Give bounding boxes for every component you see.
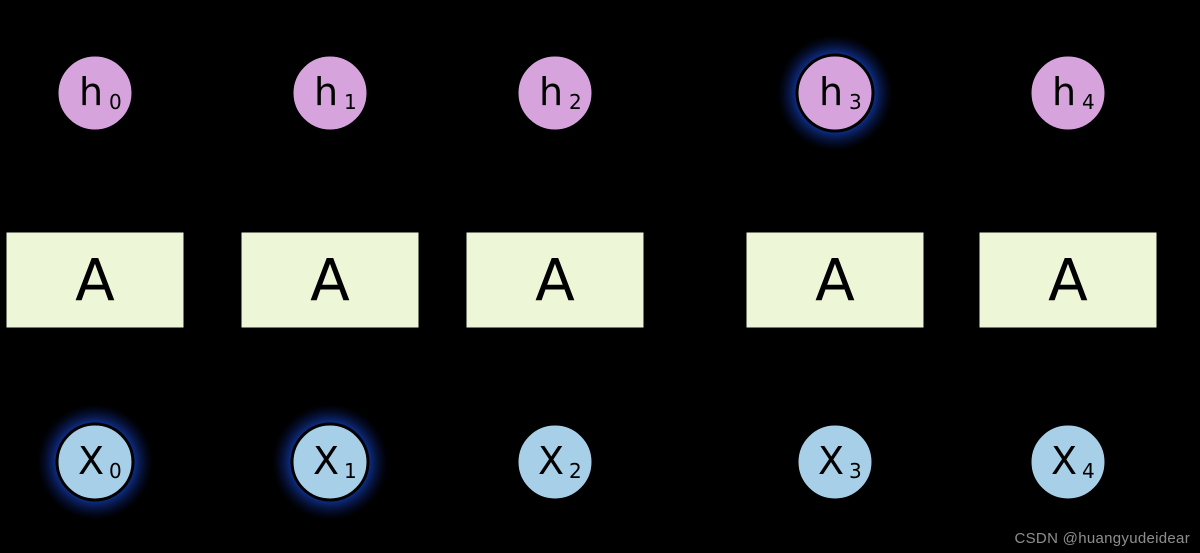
cell-box-label-0: A xyxy=(75,246,115,314)
svg-text:h: h xyxy=(1052,70,1076,114)
cell-box-label-3: A xyxy=(815,246,855,314)
svg-text:4: 4 xyxy=(1082,90,1095,114)
svg-text:h: h xyxy=(539,70,563,114)
svg-text:X: X xyxy=(78,439,104,483)
cell-box-label-1: A xyxy=(310,246,350,314)
cell-box-label-2: A xyxy=(535,246,575,314)
svg-text:0: 0 xyxy=(109,459,122,483)
svg-text:2: 2 xyxy=(569,459,582,483)
svg-text:0: 0 xyxy=(109,90,122,114)
cell-box-label-4: A xyxy=(1048,246,1088,314)
svg-text:3: 3 xyxy=(849,459,862,483)
svg-text:X: X xyxy=(818,439,844,483)
svg-text:h: h xyxy=(819,70,843,114)
svg-text:h: h xyxy=(79,70,103,114)
svg-text:1: 1 xyxy=(344,90,357,114)
svg-text:h: h xyxy=(314,70,338,114)
rnn-unrolled-diagram: Ah0X0Ah1X1Ah2X2Ah3X3Ah4X4 xyxy=(0,0,1200,553)
svg-text:X: X xyxy=(538,439,564,483)
svg-text:3: 3 xyxy=(849,90,862,114)
svg-text:1: 1 xyxy=(344,459,357,483)
svg-text:2: 2 xyxy=(569,90,582,114)
svg-text:X: X xyxy=(313,439,339,483)
svg-text:4: 4 xyxy=(1082,459,1095,483)
svg-text:X: X xyxy=(1051,439,1077,483)
